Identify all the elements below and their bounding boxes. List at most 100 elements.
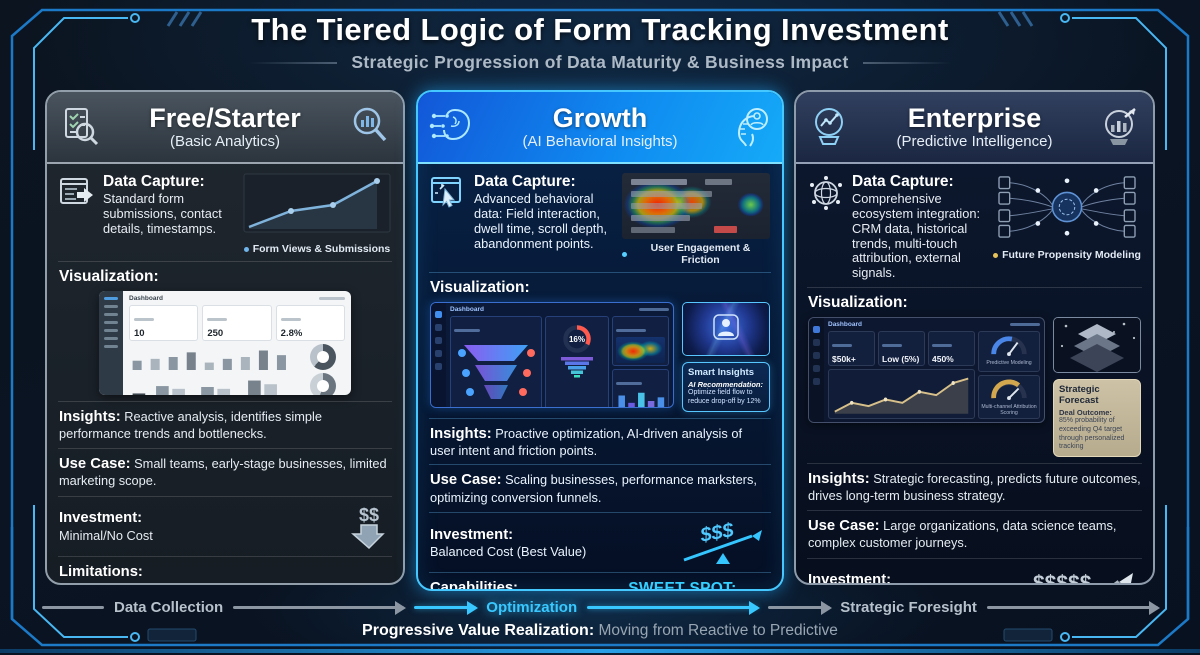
drop-off-gauge-value: 16%	[568, 334, 585, 344]
growth-heatmap-caption: User Engagement & Friction	[650, 242, 751, 266]
free-visualization-section: Visualization: Dashboard 10 250 2.8%	[58, 261, 392, 401]
free-data-capture-text: Standard form submissions, contact detai…	[103, 190, 222, 236]
legend-dot	[993, 252, 999, 258]
header: The Tiered Logic of Form Tracking Invest…	[0, 12, 1200, 73]
tier-free-header: Free/Starter (Basic Analytics)	[47, 92, 403, 164]
growth-investment-section: Investment: Balanced Cost (Best Value) $…	[429, 512, 771, 572]
engagement-heatmap	[622, 173, 770, 239]
subtitle-rule-left	[249, 61, 338, 64]
mini-bar-chart	[132, 380, 277, 395]
basic-analytics-dashboard: Dashboard 10 250 2.8%	[99, 291, 351, 395]
forecast-lead: Deal Outcome:	[1059, 408, 1112, 418]
flow-line	[42, 606, 104, 609]
footer-lead: Progressive Value Realization:	[362, 622, 595, 639]
smart-insights-card: Smart Insights AI Recommendation: Optimi…	[682, 362, 770, 412]
tier-enterprise: Enterprise (Predictive Intelligence)	[794, 90, 1155, 585]
smart-insights-title: Smart Insights	[688, 367, 754, 378]
tier-enterprise-subtitle: (Predictive Intelligence)	[896, 133, 1053, 151]
forecast-text: 85% probability of exceeding Q4 target t…	[1059, 417, 1125, 451]
tier-free-subtitle: (Basic Analytics)	[169, 133, 281, 151]
free-visualization-label: Visualization:	[59, 268, 159, 285]
growth-visualization-section: Visualization: Dashboard	[429, 272, 771, 418]
dollars-rising-arrow-icon: $$$$$	[1033, 572, 1133, 585]
segments-panel	[612, 369, 669, 407]
strategic-forecast-title: Strategic Forecast	[1059, 384, 1100, 407]
stat-card: $50k+	[828, 331, 875, 367]
growth-capabilities-label: Capabilities:	[430, 580, 518, 591]
dashboard-sidebar	[431, 303, 446, 407]
propensity-network-graphic	[998, 176, 1136, 238]
heatmap-panel	[612, 316, 669, 366]
gauge-panel: 16%	[545, 316, 609, 407]
predictive-dashboard: Dashboard $50k+ Low (5%) 450%	[808, 317, 1045, 424]
enterprise-data-capture-section: Data Capture: Comprehensive ecosystem in…	[807, 164, 1142, 287]
dashboard-title: Dashboard	[450, 306, 484, 313]
flow-arrow	[986, 601, 1161, 614]
free-limitations-label: Limitations:	[59, 563, 143, 580]
growth-use-case-section: Use Case: Scaling businesses, performanc…	[429, 464, 771, 512]
stat-card: 10	[129, 305, 199, 341]
dashboard-title: Dashboard	[129, 295, 163, 302]
growth-investment-label: Investment:	[430, 526, 514, 543]
growth-capabilities-section: Capabilities: Automated segmentation, re…	[429, 572, 771, 591]
svg-text:$$$$$: $$$$$	[1033, 572, 1092, 585]
strategic-forecast-stack: Strategic Forecast Deal Outcome: 85% pro…	[1053, 317, 1141, 458]
dashboard-sidebar	[99, 291, 123, 395]
growth-visualization-label: Visualization:	[430, 279, 530, 296]
legend-dot	[622, 251, 627, 257]
tier-growth-title: Growth	[552, 102, 648, 133]
crystal-ball-growth-icon	[1097, 105, 1143, 149]
stat-card: Low (5%)	[878, 331, 925, 367]
free-investment-label: Investment:	[59, 510, 143, 527]
free-use-case-section: Use Case: Small teams, early-stage busin…	[58, 447, 392, 496]
free-investment-section: Investment: Minimal/No Cost $$	[58, 495, 392, 556]
free-use-case-label: Use Case:	[59, 455, 131, 472]
strategic-forecast-card: Strategic Forecast Deal Outcome: 85% pro…	[1053, 379, 1141, 458]
enterprise-use-case-label: Use Case:	[808, 517, 880, 534]
free-chart-caption: Form Views & Submissions	[252, 243, 391, 255]
forecast-area-chart	[828, 369, 975, 420]
enterprise-data-capture-text: Comprehensive ecosystem integration: CRM…	[852, 190, 981, 281]
free-limitations-section: Limitations: Data silos, manual analysis…	[58, 555, 392, 583]
tier-enterprise-title: Enterprise	[907, 102, 1042, 133]
flow-step-optimization: Optimization	[486, 599, 578, 616]
check-circle-icon	[602, 587, 622, 591]
enterprise-investment-label: Investment:	[808, 572, 892, 585]
free-data-capture-label: Data Capture:	[103, 173, 205, 190]
page-subtitle: Strategic Progression of Data Maturity &…	[351, 52, 849, 72]
legend-dot	[243, 246, 249, 252]
subtitle-rule-right	[862, 61, 951, 64]
stat-card: 250	[202, 305, 272, 341]
dollars-down-arrow-icon: $$	[351, 505, 385, 549]
ai-head-profile-icon	[726, 104, 772, 150]
free-data-capture-section: Data Capture: Standard form submissions,…	[58, 164, 392, 261]
enterprise-insights-section: Insights: Strategic forecasting, predict…	[807, 463, 1142, 510]
flow-arrow-cyan	[587, 601, 761, 614]
dollars-balance-arrow-icon: $$$	[683, 520, 762, 565]
sweet-spot-callout: SWEET SPOT: Maximizes ROI with Actionabl…	[602, 580, 770, 591]
tier-growth: Growth (AI Behavioral Insights)	[416, 90, 784, 591]
gauge-panel: Predictive Modeling	[978, 331, 1040, 373]
svg-text:$$: $$	[359, 505, 379, 525]
mini-donut-chart	[310, 344, 336, 370]
growth-insights-section: Insights: Proactive optimization, AI-dri…	[429, 417, 771, 465]
checklist-magnifier-icon	[57, 105, 103, 149]
growth-data-capture-label: Data Capture:	[474, 173, 576, 190]
free-insights-label: Insights:	[59, 409, 121, 425]
funnel-panel	[450, 316, 542, 407]
gauge-label: Predictive Modeling	[986, 360, 1032, 367]
mini-bar-chart	[132, 350, 286, 370]
growth-insights-label: Insights:	[430, 425, 492, 442]
tier-free-starter: Free/Starter (Basic Analytics)	[45, 90, 405, 585]
enterprise-use-case-section: Use Case: Large organizations, data scie…	[807, 509, 1142, 558]
enterprise-data-capture-label: Data Capture:	[852, 173, 954, 190]
smart-insights-stack: Smart Insights AI Recommendation: Optimi…	[682, 302, 770, 412]
free-limitations-text: Data silos, manual analysis, lacks deepe…	[59, 581, 356, 583]
growth-data-capture-section: Data Capture: Advanced behavioral data: …	[429, 164, 771, 272]
form-views-line-chart	[243, 173, 391, 233]
dashboard-title: Dashboard	[828, 321, 862, 329]
dashboard-sidebar	[809, 318, 824, 423]
cursor-click-window-icon	[430, 173, 466, 216]
flow-step-data-collection: Data Collection	[114, 599, 224, 616]
crystal-ball-trend-icon	[806, 105, 852, 149]
